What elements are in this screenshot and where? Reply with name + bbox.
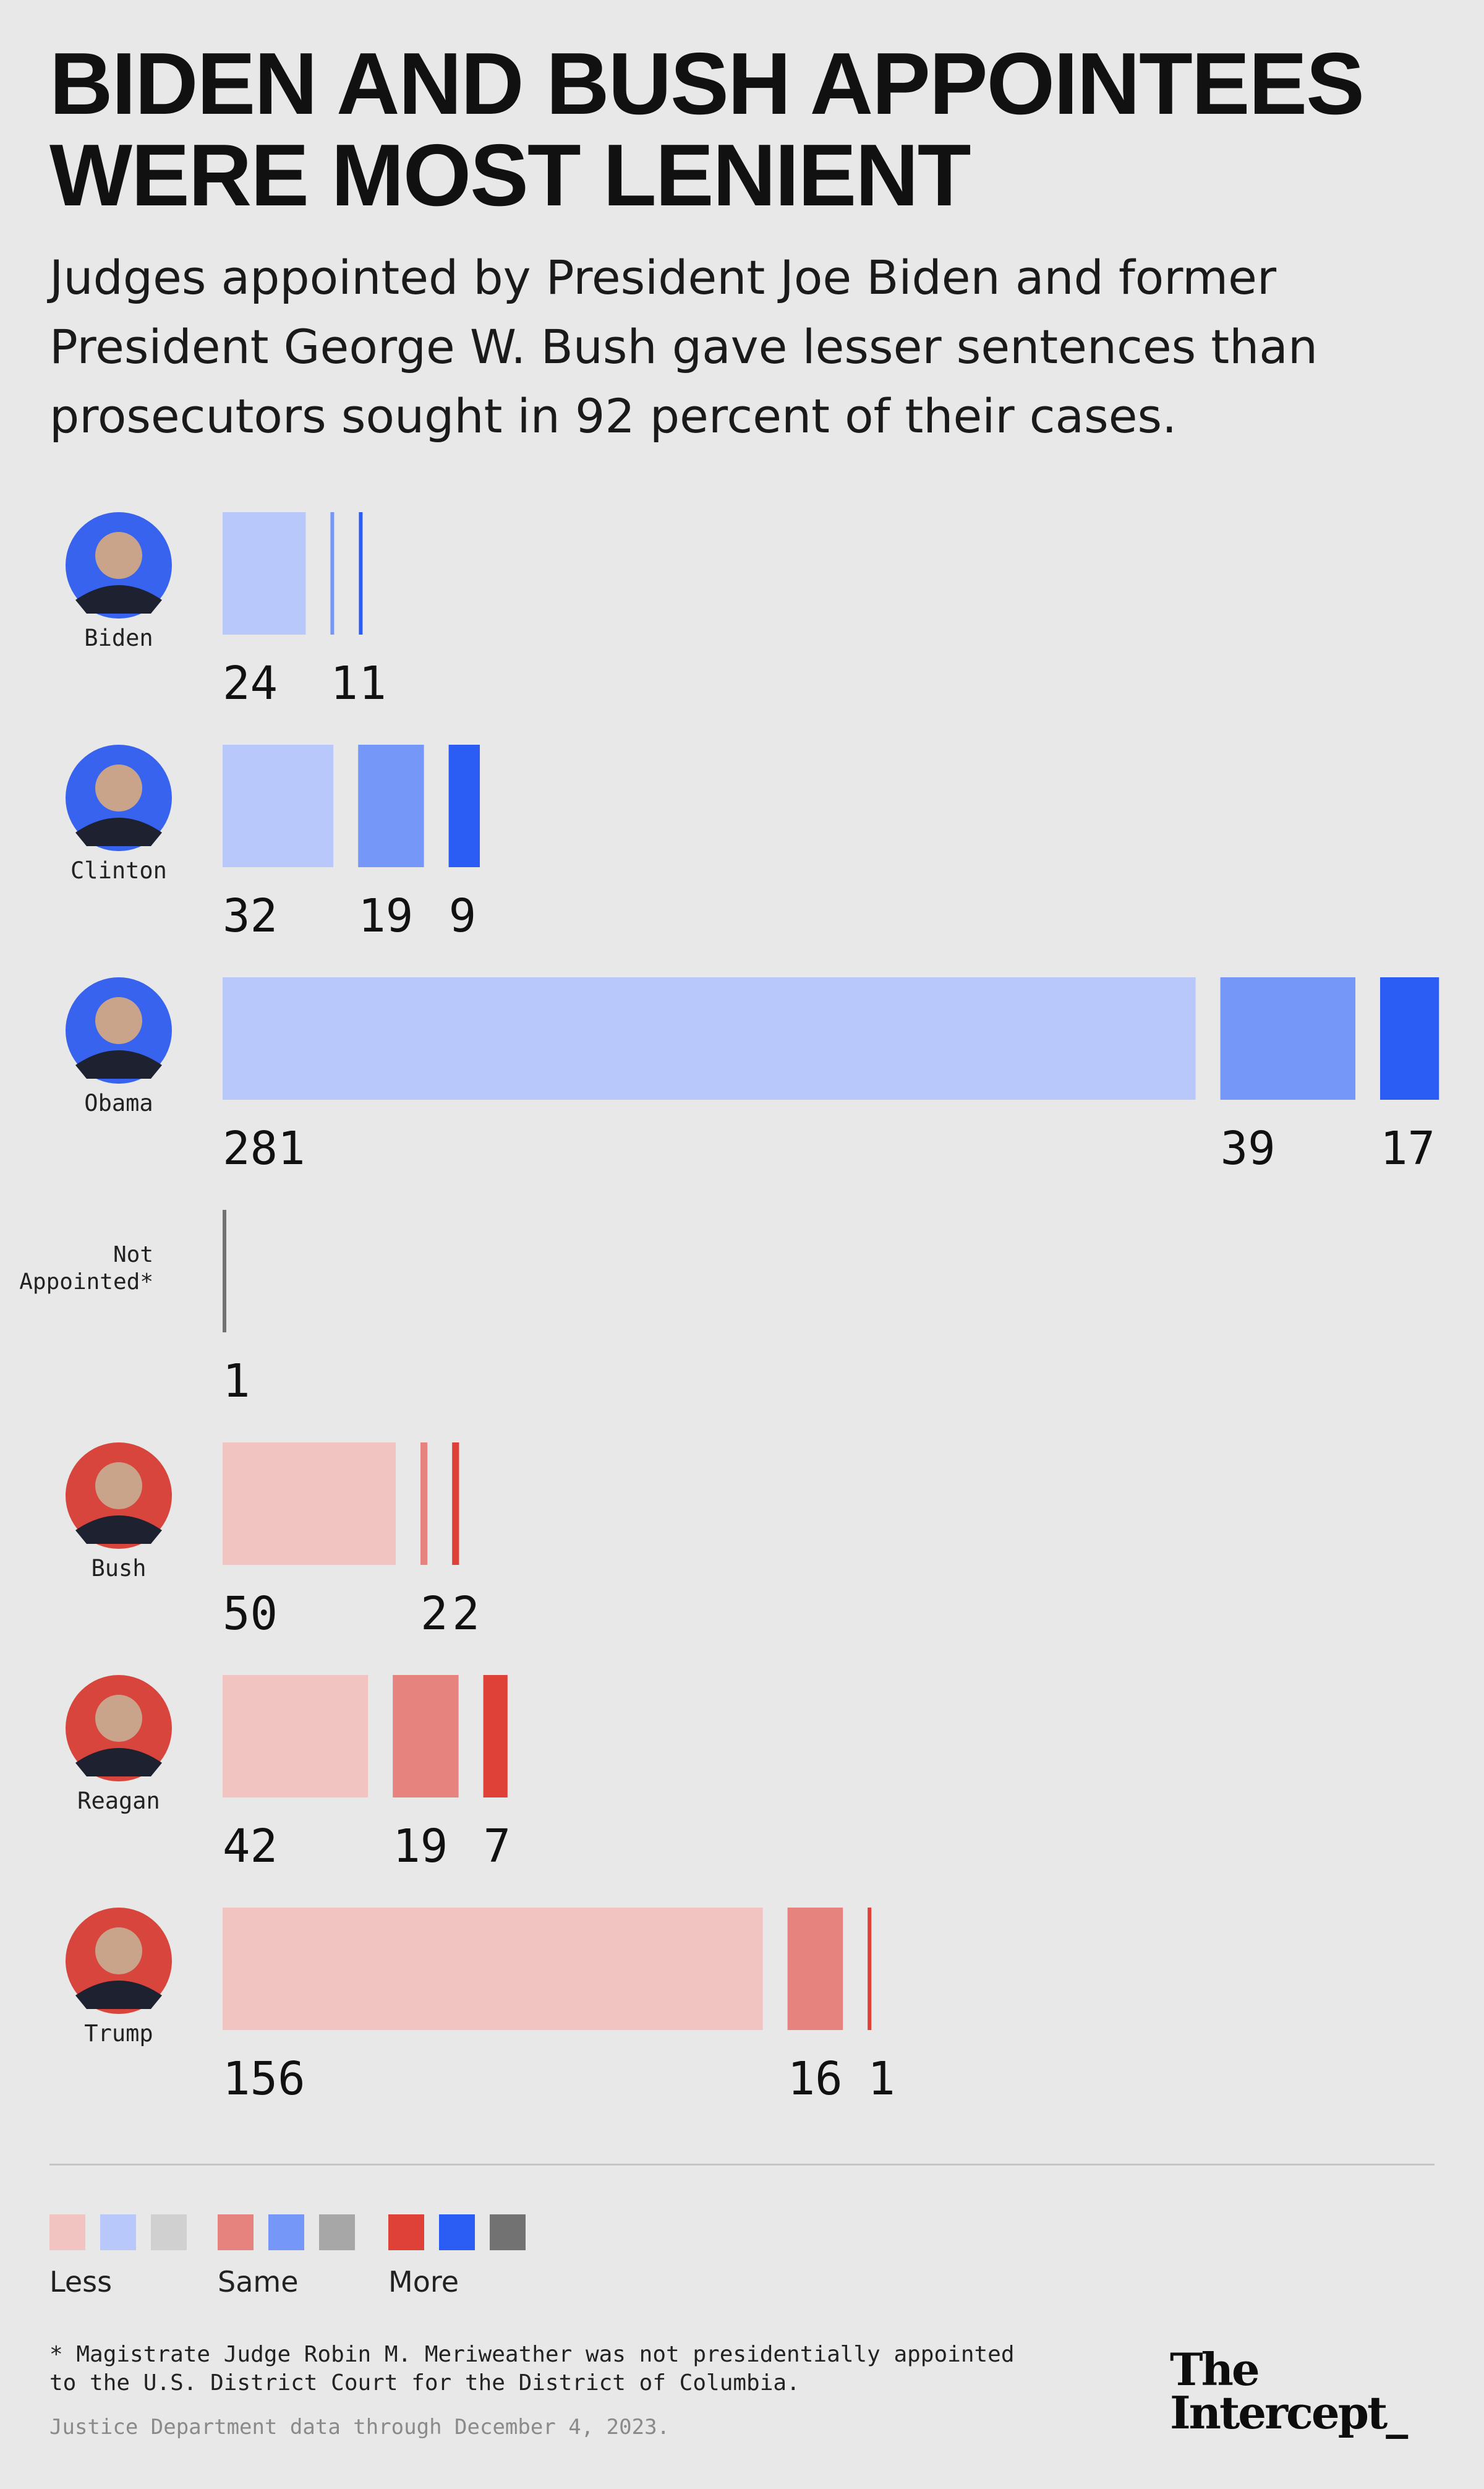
avatar-face-obama xyxy=(95,997,142,1044)
row-label-clinton: Clinton xyxy=(70,857,167,884)
value-label-not-appointed-more: 1 xyxy=(223,1355,250,1408)
bar-obama-more xyxy=(1380,977,1439,1100)
footnote: * Magistrate Judge Robin M. Meriweather … xyxy=(49,2342,1015,2396)
chart-subtitle: Judges appointed by President Joe Biden … xyxy=(49,250,1318,443)
legend-swatch-more-none xyxy=(490,2214,526,2250)
avatar-suit-bush xyxy=(75,1515,162,1544)
legend-label-same: Same xyxy=(218,2265,299,2298)
value-label-clinton-less: 32 xyxy=(223,889,278,943)
legend-swatch-more-republican xyxy=(388,2214,424,2250)
legend-swatch-same-democrat xyxy=(268,2214,304,2250)
bar-biden-more xyxy=(359,512,363,635)
legend-swatch-same-none xyxy=(319,2214,355,2250)
value-label-trump-less: 156 xyxy=(223,2052,305,2106)
value-label-bush-same: 2 xyxy=(420,1587,448,1640)
bar-clinton-same xyxy=(358,745,424,867)
bar-trump-same xyxy=(787,1908,843,2030)
value-label-reagan-more: 7 xyxy=(484,1820,511,1873)
avatar-face-reagan xyxy=(95,1695,142,1742)
bar-obama-same xyxy=(1220,977,1355,1100)
bar-trump-less xyxy=(223,1908,763,2030)
value-label-trump-more: 1 xyxy=(868,2052,895,2106)
avatar-suit-clinton xyxy=(75,818,162,846)
row-label-biden: Biden xyxy=(84,625,153,651)
bar-biden-less xyxy=(223,512,306,635)
bar-bush-less xyxy=(223,1442,396,1565)
row-label-trump: Trump xyxy=(84,2020,153,2047)
value-label-biden-more: 1 xyxy=(359,657,386,710)
value-label-clinton-more: 9 xyxy=(449,889,477,943)
value-label-clinton-same: 19 xyxy=(358,889,413,943)
avatar-face-bush xyxy=(95,1462,142,1509)
avatar-face-trump xyxy=(95,1927,142,1974)
row-label-reagan: Reagan xyxy=(77,1788,160,1814)
avatar-suit-obama xyxy=(75,1050,162,1079)
bar-bush-same xyxy=(420,1442,428,1565)
legend-swatch-same-republican xyxy=(218,2214,254,2250)
legend-swatch-more-democrat xyxy=(439,2214,475,2250)
row-label-bush: Bush xyxy=(91,1555,146,1582)
value-label-biden-same: 1 xyxy=(330,657,358,710)
bar-not-appointed-more xyxy=(223,1210,226,1332)
bar-bush-more xyxy=(452,1442,459,1565)
legend-swatch-less-democrat xyxy=(100,2214,136,2250)
chart-title: BIDEN AND BUSH APPOINTEES WERE MOST LENI… xyxy=(49,35,1365,225)
bar-clinton-less xyxy=(223,745,334,867)
legend-label-less: Less xyxy=(49,2265,113,2298)
intercept-logo: The Intercept_ xyxy=(1170,2343,1408,2439)
legend-label-more: More xyxy=(388,2265,459,2298)
bar-reagan-same xyxy=(393,1675,459,1797)
row-label-not-appointed: Not xyxy=(113,1242,153,1267)
legend-swatch-less-republican xyxy=(49,2214,85,2250)
avatar-suit-trump xyxy=(75,1981,162,2009)
value-label-bush-more: 2 xyxy=(452,1587,480,1640)
source-note: Justice Department data through December… xyxy=(49,2415,670,2440)
value-label-biden-less: 24 xyxy=(223,657,278,710)
value-label-bush-less: 50 xyxy=(223,1587,278,1640)
divider xyxy=(49,2164,1435,2166)
avatar-face-biden xyxy=(95,532,142,579)
legend: Less Same More xyxy=(49,2214,606,2313)
legend-swatch-less-none xyxy=(151,2214,187,2250)
value-label-trump-same: 16 xyxy=(788,2052,843,2106)
bar-reagan-more xyxy=(483,1675,508,1797)
avatar-face-clinton xyxy=(95,765,142,812)
bar-reagan-less xyxy=(223,1675,369,1797)
bar-obama-less xyxy=(223,977,1196,1100)
value-label-reagan-same: 19 xyxy=(393,1820,448,1873)
value-label-obama-same: 39 xyxy=(1221,1122,1276,1175)
row-label-obama: Obama xyxy=(84,1090,153,1116)
value-label-obama-less: 281 xyxy=(223,1122,305,1175)
bar-biden-same xyxy=(330,512,335,635)
value-label-reagan-less: 42 xyxy=(223,1820,278,1873)
value-label-obama-more: 17 xyxy=(1380,1122,1435,1175)
bar-trump-more xyxy=(868,1908,872,2030)
row-label-not-appointed: Appointed* xyxy=(19,1269,153,1295)
bar-clinton-more xyxy=(448,745,480,867)
avatar-suit-biden xyxy=(75,585,162,614)
avatar-suit-reagan xyxy=(75,1748,162,1776)
